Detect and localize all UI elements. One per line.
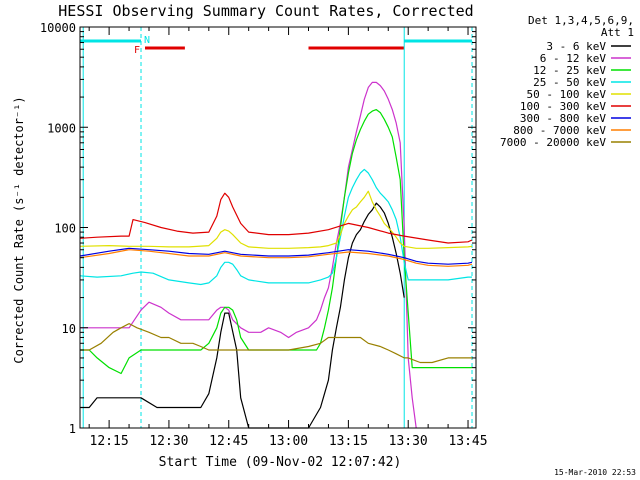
legend-label-9: 7000 - 20000 keV <box>500 136 606 149</box>
legend-label-2: 6 - 12 keV <box>540 52 607 65</box>
series-line-1 <box>80 202 405 429</box>
y-tick-label: 10 <box>62 322 76 336</box>
flag-N-label: N <box>144 35 150 46</box>
legend-label-5: 50 - 100 keV <box>527 88 607 101</box>
x-axis-label: Start Time (09-Nov-02 12:07:42) <box>159 455 402 470</box>
series-line-7 <box>79 247 473 265</box>
y-tick-label: 1 <box>69 422 76 436</box>
series-line-2 <box>80 81 417 429</box>
observing-flags: NF <box>80 35 473 56</box>
y-tick-label: 1000 <box>47 121 76 135</box>
x-tick-label: 13:30 <box>389 434 428 449</box>
legend-header-line: Att 1 <box>601 26 634 39</box>
x-tick-label: 12:30 <box>149 434 188 449</box>
plot-timestamp: 15-Mar-2010 22:53 <box>554 468 636 477</box>
plot-area <box>79 81 473 429</box>
chart-title: HESSI Observing Summary Count Rates, Cor… <box>58 2 473 20</box>
x-tick-label: 12:15 <box>90 434 129 449</box>
series-line-8 <box>79 249 473 267</box>
flag-F-label: F <box>134 45 140 56</box>
y-axis-label: Corrected Count Rate (s⁻¹ detector⁻¹) <box>12 96 26 363</box>
x-tick-label: 13:15 <box>329 434 368 449</box>
series-line-9 <box>80 323 472 364</box>
legend-label-7: 300 - 800 keV <box>520 112 606 125</box>
legend-label-4: 25 - 50 keV <box>533 76 606 89</box>
series-line-6 <box>79 192 473 244</box>
y-tick-label: 100 <box>54 222 76 236</box>
legend-label-3: 12 - 25 keV <box>533 64 606 77</box>
x-tick-label: 13:00 <box>269 434 308 449</box>
y-tick-label: 10000 <box>40 21 76 35</box>
series-line-4 <box>79 168 472 286</box>
series-line-5 <box>79 190 473 249</box>
legend-label-6: 100 - 300 keV <box>520 100 606 113</box>
axes: 1 10 100 1000 10000 12:15 12:30 12:45 13:00 13:15… <box>40 21 488 449</box>
x-tick-label: 12:45 <box>209 434 248 449</box>
legend-header-line: Det 1,3,4,5,6,9, <box>528 14 634 27</box>
series-line-3 <box>80 109 472 375</box>
x-tick-label: 13:45 <box>448 434 487 449</box>
legend-label-1: 3 - 6 keV <box>546 40 606 53</box>
legend-label-8: 800 - 7000 keV <box>513 124 606 137</box>
